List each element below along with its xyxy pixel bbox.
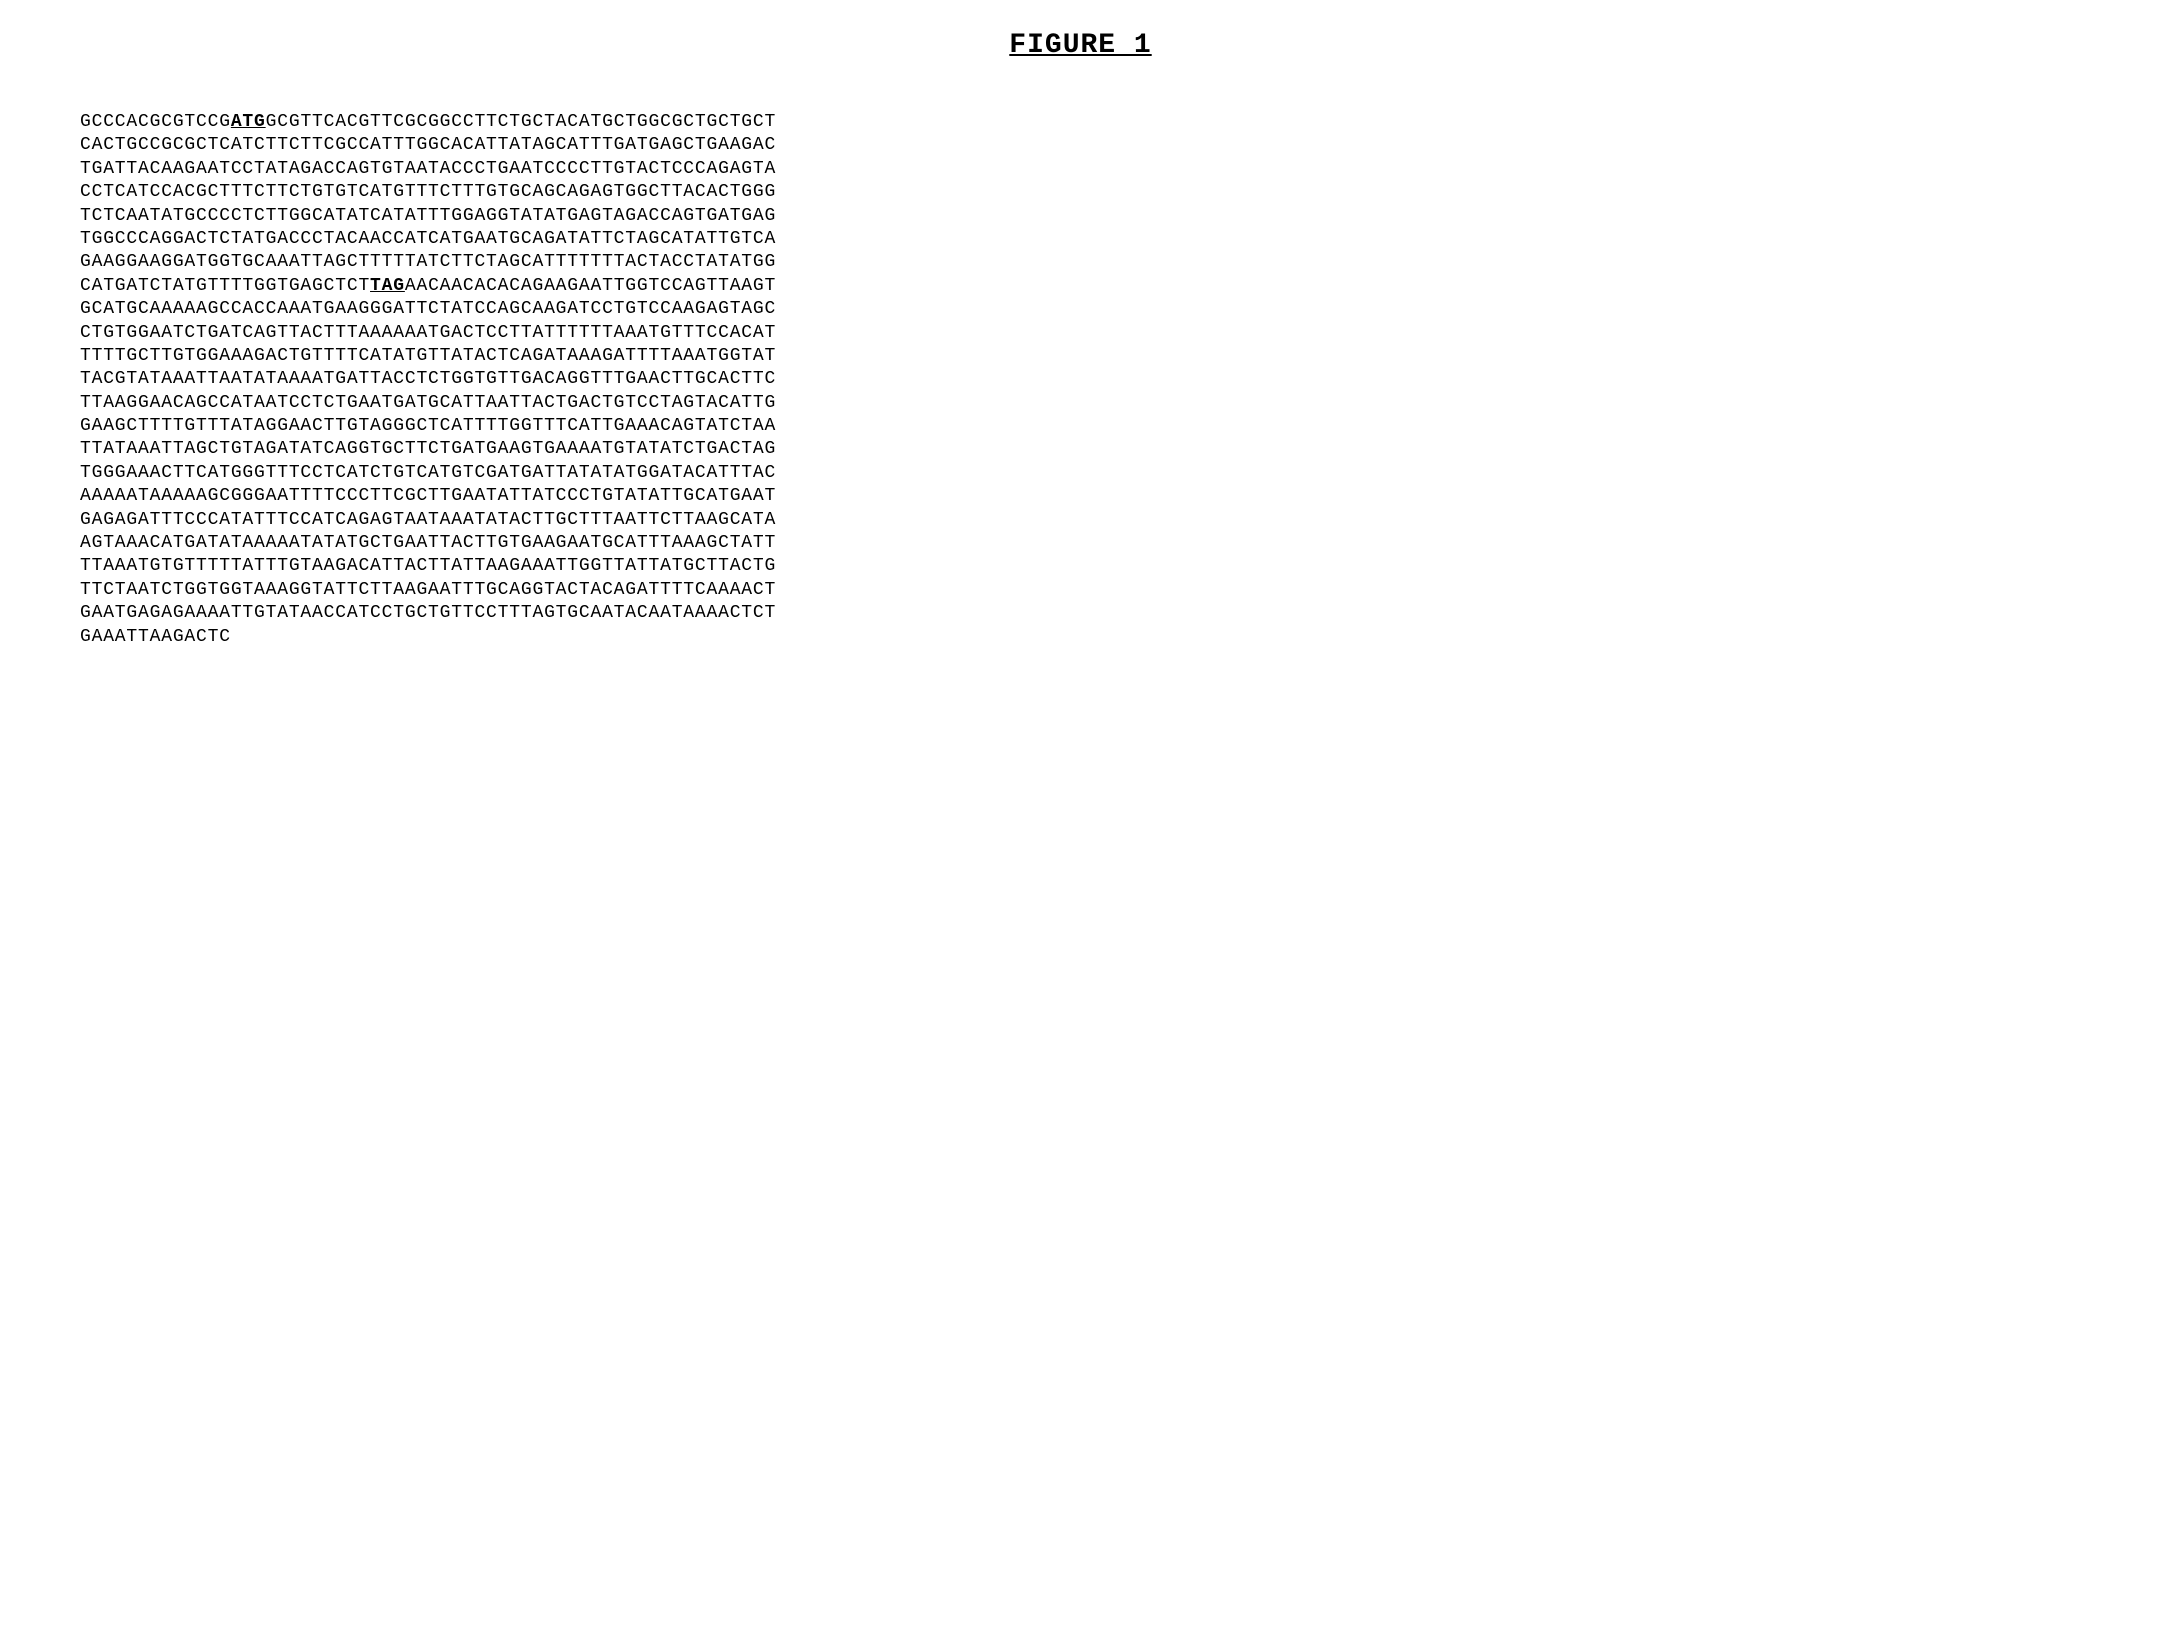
sequence-line: GAAGCTTTTGTTTATAGGAACTTGTAGGGCTCATTTTGGT… [80, 415, 2121, 438]
sequence-line: TTCTAATCTGGTGGTAAAGGTATTCTTAAGAATTTGCAGG… [80, 579, 2121, 602]
sequence-line: GAATGAGAGAAAATTGTATAACCATCCTGCTGTTCCTTTA… [80, 602, 2121, 625]
sequence-text: GAAGCTTTTGTTTATAGGAACTTGTAGGGCTCATTTTGGT… [80, 416, 776, 436]
sequence-highlight: TAG [370, 276, 405, 296]
sequence-block: GCCCACGCGTCCGATGGCGTTCACGTTCGCGGCCTTCTGC… [80, 111, 2121, 649]
sequence-text: GAGAGATTTCCCATATTTCCATCAGAGTAATAAATATACT… [80, 510, 776, 530]
sequence-text: AACAACACACAGAAGAATTGGTCCAGTTAAGT [405, 276, 776, 296]
sequence-line: TTTTGCTTGTGGAAAGACTGTTTTCATATGTTATACTCAG… [80, 345, 2121, 368]
sequence-text: CACTGCCGCGCTCATCTTCTTCGCCATTTGGCACATTATA… [80, 135, 776, 155]
sequence-line: GAAATTAAGACTC [80, 626, 2121, 649]
sequence-text: TTAAATGTGTTTTTATTTGTAAGACATTACTTATTAAGAA… [80, 556, 776, 576]
figure-title: FIGURE 1 [40, 30, 2121, 61]
sequence-line: TGGGAAACTTCATGGGTTTCCTCATCTGTCATGTCGATGA… [80, 462, 2121, 485]
sequence-line: AGTAAACATGATATAAAAATATATGCTGAATTACTTGTGA… [80, 532, 2121, 555]
sequence-text: TTAAGGAACAGCCATAATCCTCTGAATGATGCATTAATTA… [80, 393, 776, 413]
sequence-text: GAAGGAAGGATGGTGCAAATTAGCTTTTTATCTTCTAGCA… [80, 252, 776, 272]
sequence-line: TACGTATAAATTAATATAAAATGATTACCTCTGGTGTTGA… [80, 368, 2121, 391]
sequence-text: TGATTACAAGAATCCTATAGACCAGTGTAATACCCTGAAT… [80, 159, 776, 179]
sequence-line: AAAAATAAAAAGCGGGAATTTTCCCTTCGCTTGAATATTA… [80, 485, 2121, 508]
sequence-line: CACTGCCGCGCTCATCTTCTTCGCCATTTGGCACATTATA… [80, 134, 2121, 157]
sequence-text: TTCTAATCTGGTGGTAAAGGTATTCTTAAGAATTTGCAGG… [80, 580, 776, 600]
sequence-line: GAGAGATTTCCCATATTTCCATCAGAGTAATAAATATACT… [80, 509, 2121, 532]
sequence-line: TGGCCCAGGACTCTATGACCCTACAACCATCATGAATGCA… [80, 228, 2121, 251]
sequence-text: TGGGAAACTTCATGGGTTTCCTCATCTGTCATGTCGATGA… [80, 463, 776, 483]
sequence-text: CTGTGGAATCTGATCAGTTACTTTAAAAAATGACTCCTTA… [80, 323, 776, 343]
sequence-line: TTAAGGAACAGCCATAATCCTCTGAATGATGCATTAATTA… [80, 392, 2121, 415]
sequence-line: TTAAATGTGTTTTTATTTGTAAGACATTACTTATTAAGAA… [80, 555, 2121, 578]
sequence-line: CTGTGGAATCTGATCAGTTACTTTAAAAAATGACTCCTTA… [80, 322, 2121, 345]
sequence-text: GCCCACGCGTCCG [80, 112, 231, 132]
sequence-text: AAAAATAAAAAGCGGGAATTTTCCCTTCGCTTGAATATTA… [80, 486, 776, 506]
sequence-text: GAAATTAAGACTC [80, 627, 231, 647]
sequence-text: TTTTGCTTGTGGAAAGACTGTTTTCATATGTTATACTCAG… [80, 346, 776, 366]
sequence-line: CCTCATCCACGCTTTCTTCTGTGTCATGTTTCTTTGTGCA… [80, 181, 2121, 204]
sequence-line: TCTCAATATGCCCCTCTTGGCATATCATATTTGGAGGTAT… [80, 205, 2121, 228]
sequence-text: CATGATCTATGTTTTGGTGAGCTCT [80, 276, 370, 296]
sequence-text: GAATGAGAGAAAATTGTATAACCATCCTGCTGTTCCTTTA… [80, 603, 776, 623]
sequence-text: TACGTATAAATTAATATAAAATGATTACCTCTGGTGTTGA… [80, 369, 776, 389]
sequence-text: TGGCCCAGGACTCTATGACCCTACAACCATCATGAATGCA… [80, 229, 776, 249]
sequence-text: TTATAAATTAGCTGTAGATATCAGGTGCTTCTGATGAAGT… [80, 439, 776, 459]
sequence-line: TGATTACAAGAATCCTATAGACCAGTGTAATACCCTGAAT… [80, 158, 2121, 181]
sequence-text: TCTCAATATGCCCCTCTTGGCATATCATATTTGGAGGTAT… [80, 206, 776, 226]
sequence-line: GCATGCAAAAAGCCACCAAATGAAGGGATTCTATCCAGCA… [80, 298, 2121, 321]
sequence-text: GCATGCAAAAAGCCACCAAATGAAGGGATTCTATCCAGCA… [80, 299, 776, 319]
sequence-text: GCGTTCACGTTCGCGGCCTTCTGCTACATGCTGGCGCTGC… [266, 112, 776, 132]
sequence-line: TTATAAATTAGCTGTAGATATCAGGTGCTTCTGATGAAGT… [80, 438, 2121, 461]
sequence-line: GAAGGAAGGATGGTGCAAATTAGCTTTTTATCTTCTAGCA… [80, 251, 2121, 274]
sequence-line: GCCCACGCGTCCGATGGCGTTCACGTTCGCGGCCTTCTGC… [80, 111, 2121, 134]
sequence-text: CCTCATCCACGCTTTCTTCTGTGTCATGTTTCTTTGTGCA… [80, 182, 776, 202]
sequence-highlight: ATG [231, 112, 266, 132]
sequence-text: AGTAAACATGATATAAAAATATATGCTGAATTACTTGTGA… [80, 533, 776, 553]
sequence-line: CATGATCTATGTTTTGGTGAGCTCTTAGAACAACACACAG… [80, 275, 2121, 298]
